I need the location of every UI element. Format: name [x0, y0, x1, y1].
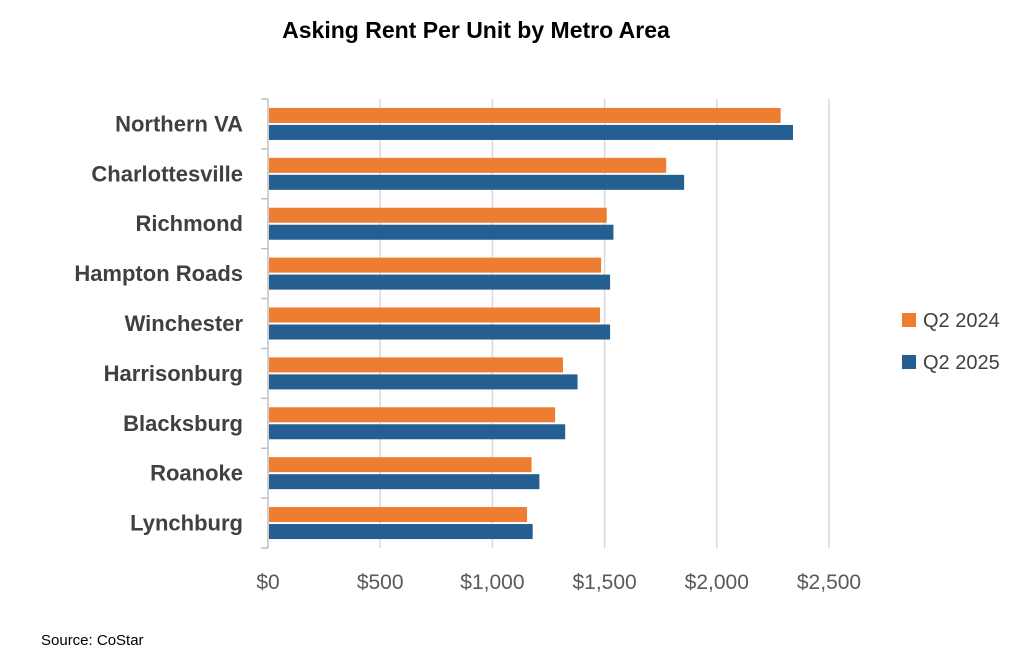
legend: Q2 2024 Q2 2025	[902, 310, 1000, 374]
bar-q2-2025	[269, 374, 578, 390]
bar-q2-2024	[269, 507, 528, 523]
category-label: Harrisonburg	[104, 361, 243, 386]
x-tick-label: $1,500	[572, 571, 636, 594]
bar-q2-2024	[269, 257, 602, 273]
category-label: Charlottesville	[91, 161, 243, 186]
bar-q2-2025	[269, 324, 611, 340]
category-label: Blacksburg	[123, 411, 243, 436]
legend-swatch	[902, 313, 916, 327]
chart-title: Asking Rent Per Unit by Metro Area	[282, 17, 670, 43]
legend-label: Q2 2025	[923, 352, 1000, 374]
bar-q2-2024	[269, 307, 600, 323]
bar-q2-2025	[269, 274, 611, 290]
x-tick-label: $500	[357, 571, 404, 594]
category-label: Winchester	[125, 311, 244, 336]
bar-q2-2025	[269, 424, 566, 440]
bar-q2-2024	[269, 457, 532, 473]
bar-q2-2024	[269, 357, 563, 373]
bar-q2-2024	[269, 407, 556, 423]
legend-label: Q2 2024	[923, 310, 1000, 332]
bar-q2-2025	[269, 174, 685, 190]
category-label: Northern VA	[115, 111, 243, 136]
category-label: Roanoke	[150, 461, 243, 486]
x-tick-label: $1,000	[460, 571, 524, 594]
bar-q2-2024	[269, 107, 781, 123]
x-tick-label: $2,000	[685, 571, 749, 594]
bar-q2-2025	[269, 124, 793, 140]
axes: $0 $500 $1,000 $1,500 $2,000 $2,500 Northern V…	[74, 98, 861, 594]
gridlines	[379, 99, 830, 548]
bar-q2-2025	[269, 524, 533, 540]
source-note: Source: CoStar	[41, 632, 144, 649]
x-tick-label: $0	[256, 571, 279, 594]
category-label: Richmond	[135, 211, 243, 236]
category-label: Lynchburg	[130, 511, 243, 536]
category-label: Hampton Roads	[74, 261, 243, 286]
bars	[269, 107, 793, 540]
x-tick-label: $2,500	[797, 571, 861, 594]
bar-q2-2025	[269, 474, 540, 490]
bar-q2-2024	[269, 157, 667, 173]
bar-q2-2025	[269, 224, 614, 240]
bar-q2-2024	[269, 207, 607, 223]
legend-swatch	[902, 355, 916, 369]
